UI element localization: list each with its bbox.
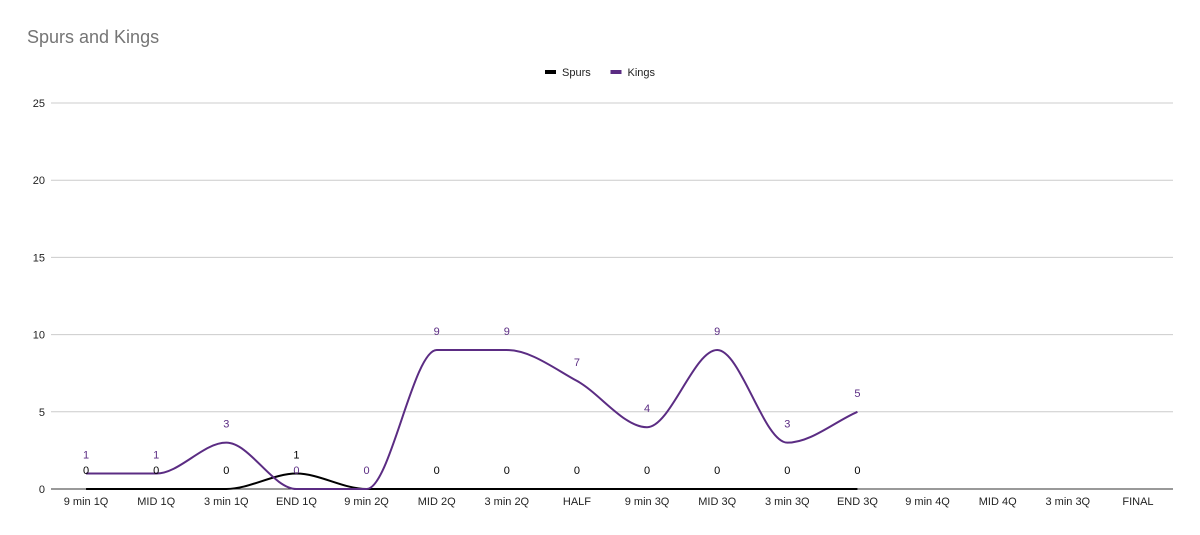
y-tick-label: 0 <box>39 484 45 496</box>
x-tick-label: 9 min 3Q <box>625 496 670 508</box>
data-label-kings: 0 <box>293 465 299 477</box>
data-label-spurs: 1 <box>293 450 299 462</box>
series-line-kings <box>86 349 858 491</box>
x-tick-label: 9 min 2Q <box>344 496 389 508</box>
data-label-kings: 0 <box>364 465 370 477</box>
x-tick-label: END 1Q <box>276 496 317 508</box>
x-tick-label: FINAL <box>1122 496 1153 508</box>
data-label-spurs: 0 <box>714 465 720 477</box>
x-tick-label: MID 4Q <box>979 496 1017 508</box>
data-label-kings: 4 <box>644 403 650 415</box>
y-tick-label: 15 <box>33 252 45 264</box>
data-label-kings: 9 <box>434 326 440 338</box>
y-tick-label: 5 <box>39 407 45 419</box>
data-label-kings: 1 <box>83 450 89 462</box>
data-label-kings: 9 <box>714 326 720 338</box>
data-label-spurs: 0 <box>83 465 89 477</box>
legend-label-spurs: Spurs <box>562 67 591 79</box>
y-tick-label: 10 <box>33 330 45 342</box>
data-label-spurs: 0 <box>574 465 580 477</box>
legend-swatch-kings <box>610 70 622 74</box>
x-tick-label: END 3Q <box>837 496 878 508</box>
x-tick-label: 3 min 3Q <box>765 496 810 508</box>
x-tick-label: MID 2Q <box>418 496 456 508</box>
data-label-spurs: 0 <box>784 465 790 477</box>
data-label-kings: 5 <box>854 388 860 400</box>
x-tick-label: MID 1Q <box>137 496 175 508</box>
data-label-spurs: 0 <box>644 465 650 477</box>
data-label-kings: 1 <box>153 450 159 462</box>
data-label-spurs: 0 <box>223 465 229 477</box>
data-label-spurs: 0 <box>854 465 860 477</box>
chart-title: Spurs and Kings <box>27 27 160 47</box>
x-tick-label: 9 min 4Q <box>905 496 950 508</box>
data-label-spurs: 0 <box>504 465 510 477</box>
x-tick-label: 9 min 1Q <box>64 496 109 508</box>
y-tick-label: 20 <box>33 175 45 187</box>
data-label-kings: 3 <box>223 419 229 431</box>
data-label-kings: 3 <box>784 419 790 431</box>
x-tick-label: MID 3Q <box>698 496 736 508</box>
series-line-spurs <box>86 472 858 491</box>
x-tick-label: 3 min 1Q <box>204 496 249 508</box>
legend-swatch-spurs <box>545 70 556 74</box>
legend-label-kings: Kings <box>628 67 656 79</box>
data-label-kings: 7 <box>574 357 580 369</box>
data-label-kings: 9 <box>504 326 510 338</box>
data-label-spurs: 0 <box>153 465 159 477</box>
x-tick-label: 3 min 2Q <box>484 496 529 508</box>
x-tick-label: 3 min 3Q <box>1045 496 1090 508</box>
y-tick-label: 25 <box>33 98 45 110</box>
x-tick-label: HALF <box>563 496 591 508</box>
data-label-spurs: 0 <box>434 465 440 477</box>
